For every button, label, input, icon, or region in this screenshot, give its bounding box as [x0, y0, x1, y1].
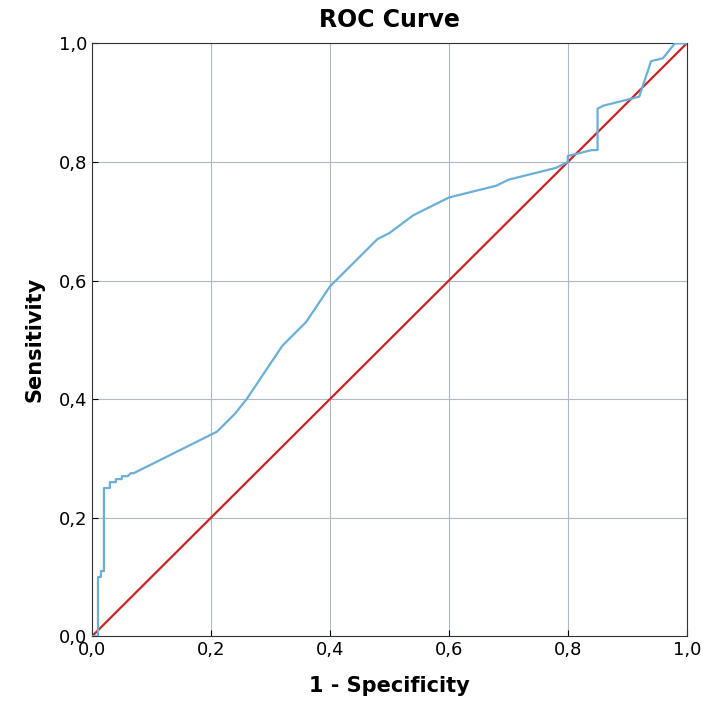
Y-axis label: Sensitivity: Sensitivity [25, 277, 45, 403]
Title: ROC Curve: ROC Curve [319, 8, 459, 32]
X-axis label: 1 - Specificity: 1 - Specificity [309, 676, 470, 696]
